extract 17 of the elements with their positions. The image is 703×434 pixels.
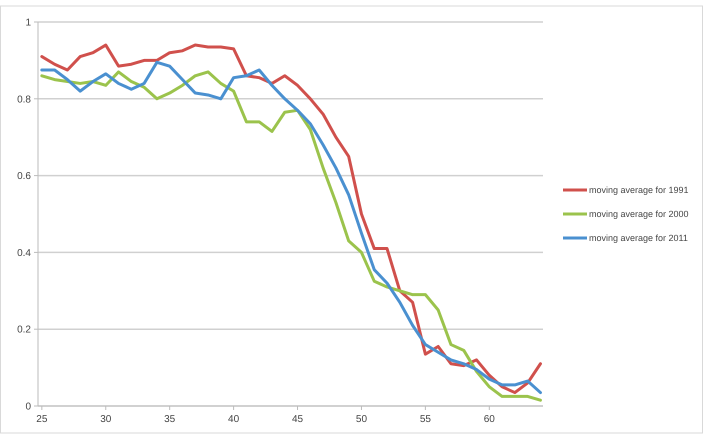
y-tick-label: 0 xyxy=(25,402,32,412)
x-tick-label: 60 xyxy=(484,414,496,425)
x-tick-label: 45 xyxy=(292,414,304,425)
y-tick-label: 1 xyxy=(25,18,32,28)
x-tick-label: 25 xyxy=(36,414,48,425)
x-tick-label: 50 xyxy=(356,414,368,425)
x-tick-label: 30 xyxy=(100,414,112,425)
x-tick-label: 35 xyxy=(164,414,176,425)
legend-label: moving average for 1991 xyxy=(589,185,689,196)
y-tick-label: 0.8 xyxy=(17,94,32,106)
legend-label: moving average for 2000 xyxy=(589,209,689,220)
x-tick-label: 40 xyxy=(228,414,240,425)
y-tick-label: 0.2 xyxy=(17,324,32,336)
x-tick-label: 55 xyxy=(420,414,432,425)
legend-label: moving average for 2011 xyxy=(589,233,688,244)
y-tick-label: 0.6 xyxy=(17,171,32,182)
y-tick-label: 0.4 xyxy=(17,248,32,259)
